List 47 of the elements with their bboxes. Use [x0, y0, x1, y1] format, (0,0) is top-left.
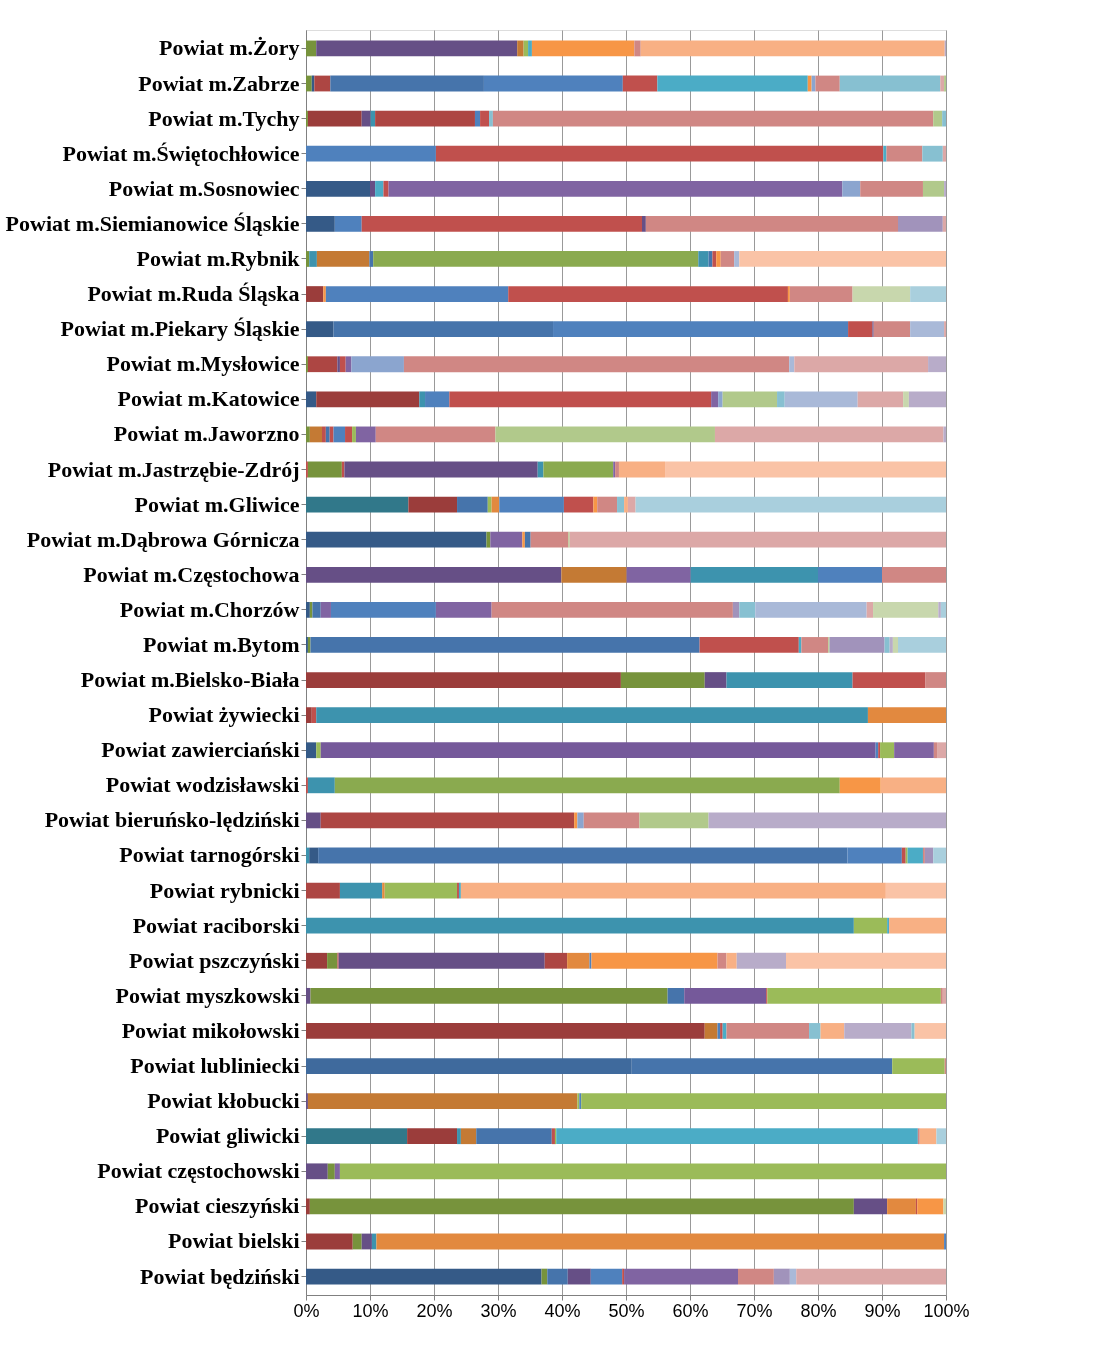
y-tick-label: Powiat m.Chorzów	[119, 596, 300, 622]
y-tick-label: Powiat m.Sosnowiec	[108, 175, 300, 201]
y-tick-label: Powiat raciborski	[132, 912, 300, 938]
x-tick-label: 20%	[416, 1300, 453, 1321]
x-tick-label: 60%	[672, 1300, 709, 1321]
x-tick-label: 90%	[864, 1300, 901, 1321]
y-tick-label: Powiat m.Katowice	[117, 386, 300, 412]
y-tick-label: Powiat bieruńsko-lędziński	[44, 807, 300, 833]
y-tick-label: Powiat m.Gliwice	[134, 491, 300, 517]
x-tick-label: 80%	[800, 1300, 837, 1321]
x-tick-label: 10%	[352, 1300, 389, 1321]
y-tick-label: Powiat m.Piekary Śląskie	[60, 316, 300, 342]
y-tick-label: Powiat m.Żory	[158, 35, 300, 61]
x-tick-label: 100%	[923, 1300, 970, 1321]
y-tick-label: Powiat m.Mysłowice	[106, 351, 300, 377]
y-tick-label: Powiat m.Świętochłowice	[62, 140, 300, 166]
y-tick-label: Powiat pszczyński	[129, 947, 300, 973]
y-tick-label: Powiat m.Rybnik	[136, 245, 301, 271]
y-tick-label: Powiat m.Dąbrowa Górnicza	[26, 526, 300, 552]
y-tick-label: Powiat kłobucki	[147, 1088, 300, 1114]
y-tick-label: Powiat m.Bielsko-Biała	[80, 667, 300, 693]
x-tick-label: 30%	[480, 1300, 517, 1321]
y-tick-label: Powiat m.Siemianowice Śląskie	[5, 210, 300, 236]
x-tick-label: 50%	[608, 1300, 645, 1321]
y-tick-label: Powiat tarnogórski	[119, 842, 300, 868]
y-tick-label: Powiat m.Jastrzębie-Zdrój	[47, 456, 300, 482]
y-tick-label: Powiat gliwicki	[155, 1123, 300, 1149]
x-tick-label: 0%	[293, 1300, 320, 1321]
y-tick-label: Powiat rybnicki	[149, 877, 300, 903]
x-tick-label: 70%	[736, 1300, 773, 1321]
y-tick-label: Powiat m.Bytom	[143, 631, 300, 657]
y-tick-label: Powiat m.Częstochowa	[83, 561, 300, 587]
y-tick-label: Powiat częstochowski	[97, 1158, 300, 1184]
y-tick-label: Powiat myszkowski	[115, 982, 300, 1008]
y-tick-label: Powiat zawierciański	[101, 737, 300, 763]
y-tick-label: Powiat bielski	[168, 1228, 300, 1254]
y-tick-label: Powiat mikołowski	[121, 1017, 300, 1043]
y-tick-label: Powiat wodzisławski	[105, 772, 300, 798]
x-tick-label: 40%	[544, 1300, 581, 1321]
y-tick-label: Powiat m.Ruda Śląska	[87, 281, 300, 307]
y-tick-label: Powiat m.Tychy	[148, 105, 300, 131]
y-tick-label: Powiat m.Zabrze	[138, 70, 300, 96]
y-tick-label: Powiat m.Jaworzno	[113, 421, 300, 447]
y-tick-label: Powiat będziński	[139, 1263, 300, 1289]
y-tick-label: Powiat żywiecki	[148, 702, 300, 728]
y-tick-label: Powiat cieszyński	[135, 1193, 300, 1219]
y-tick-label: Powiat lubliniecki	[130, 1053, 300, 1079]
